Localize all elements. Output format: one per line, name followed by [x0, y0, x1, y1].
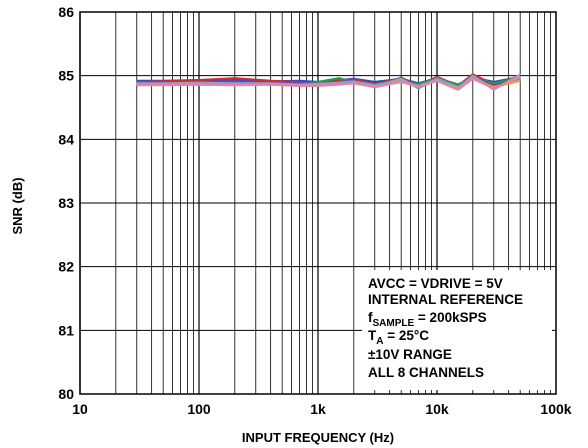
y-axis-label: SNR (dB): [10, 177, 25, 234]
plot-frame: [79, 11, 557, 395]
annotation-line-sample-rate: fSAMPLE = 200kSPS: [368, 310, 487, 329]
x-tick-label: 100k: [540, 401, 571, 417]
x-tick-label: 1k: [310, 401, 326, 417]
annotation-ta-value: = 25°C: [383, 328, 429, 343]
annotation-line-temperature: TA = 25°C: [368, 328, 429, 347]
y-tick-labels: 80 81 82 83 84 85 86: [58, 4, 74, 402]
annotation-line-reference: INTERNAL REFERENCE: [368, 292, 523, 307]
series-line-channel-8: [136, 75, 521, 91]
annotation-background: [362, 270, 552, 390]
annotation-fsample-sub: SAMPLE: [373, 318, 415, 329]
y-tick-label: 86: [58, 4, 74, 20]
y-tick-label: 81: [58, 322, 74, 338]
series-group: [136, 73, 521, 91]
annotation-fsample-value: = 200kSPS: [414, 310, 486, 325]
y-tick-label: 85: [58, 68, 74, 84]
annotation-line-range: ±10V RANGE: [368, 347, 452, 362]
x-tick-label: 10k: [425, 401, 449, 417]
annotation-ta-sub: A: [376, 336, 383, 347]
series-line-channel-7: [136, 73, 521, 91]
y-tick-label: 82: [58, 259, 74, 275]
x-tick-label: 100: [187, 401, 211, 417]
annotation-line-channels: ALL 8 CHANNELS: [368, 365, 484, 380]
y-tick-label: 83: [58, 195, 74, 211]
x-tick-label: 10: [72, 401, 88, 417]
x-tick-labels: 10 100 1k 10k 100k: [72, 401, 572, 417]
annotation-ta-main: T: [368, 328, 377, 343]
annotation-line-supply: AVCC = VDRIVE = 5V: [368, 276, 503, 291]
annotation-fsample-main: f: [368, 310, 373, 325]
conditions-annotation: AVCC = VDRIVE = 5V INTERNAL REFERENCE fS…: [362, 270, 552, 390]
x-axis-label: INPUT FREQUENCY (Hz): [242, 430, 394, 445]
y-tick-label: 80: [58, 386, 74, 402]
y-tick-label: 84: [58, 131, 74, 147]
